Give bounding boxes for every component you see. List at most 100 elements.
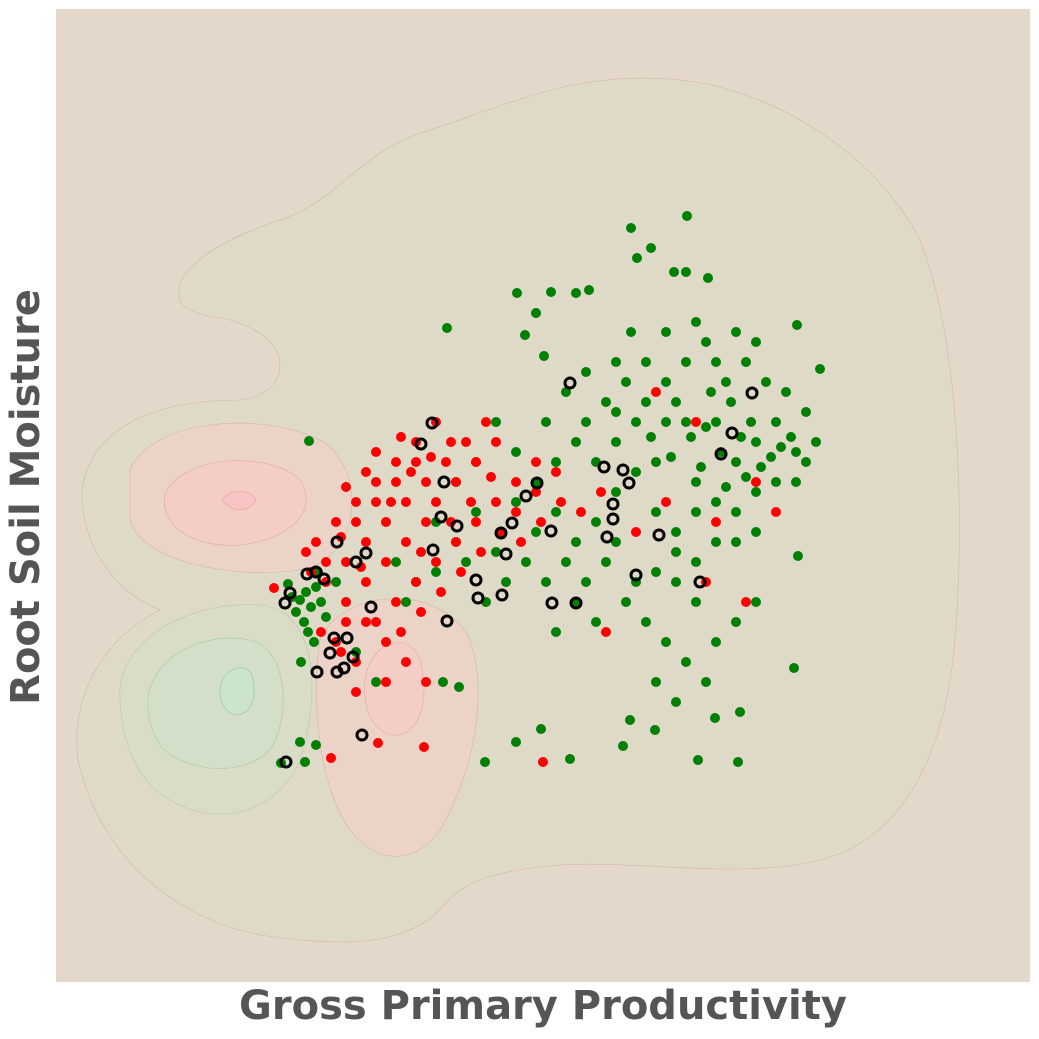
- point: [426, 543, 440, 557]
- point: [576, 507, 586, 517]
- point: [531, 457, 541, 467]
- point: [391, 557, 401, 567]
- point: [641, 357, 651, 367]
- point: [361, 537, 371, 547]
- point: [441, 457, 451, 467]
- point: [414, 437, 428, 451]
- point: [591, 517, 601, 527]
- point: [511, 447, 521, 457]
- point: [601, 557, 611, 567]
- point: [641, 397, 651, 407]
- point: [456, 567, 466, 577]
- point: [571, 437, 581, 447]
- point: [561, 557, 571, 567]
- point: [330, 535, 344, 549]
- point: [326, 753, 336, 763]
- point: [437, 475, 451, 489]
- point: [304, 436, 314, 446]
- point: [561, 387, 571, 397]
- point: [511, 497, 521, 507]
- point: [451, 477, 461, 487]
- y-axis-label: Root Soil Moisture: [3, 289, 49, 705]
- point: [300, 567, 314, 581]
- point: [481, 417, 491, 427]
- point: [371, 497, 381, 507]
- point: [801, 457, 811, 467]
- point: [661, 637, 671, 647]
- point: [426, 452, 436, 462]
- point: [469, 573, 483, 587]
- point: [425, 416, 439, 430]
- point: [631, 467, 641, 477]
- point: [751, 527, 761, 537]
- point: [711, 517, 721, 527]
- point: [745, 386, 759, 400]
- point: [471, 457, 481, 467]
- point: [671, 697, 681, 707]
- point: [731, 327, 741, 337]
- point: [682, 211, 692, 221]
- point: [771, 507, 781, 517]
- point: [331, 577, 341, 587]
- point: [711, 637, 721, 647]
- point: [373, 738, 383, 748]
- point: [625, 715, 635, 725]
- point: [450, 519, 464, 533]
- point: [786, 432, 796, 442]
- point: [301, 587, 311, 597]
- point: [391, 597, 401, 607]
- point: [299, 617, 309, 627]
- point: [401, 497, 411, 507]
- point: [661, 497, 671, 507]
- point: [766, 452, 776, 462]
- point: [311, 537, 321, 547]
- point: [792, 320, 802, 330]
- point: [421, 517, 431, 527]
- point: [505, 516, 519, 530]
- point: [616, 463, 630, 477]
- point: [495, 588, 509, 602]
- point: [551, 467, 561, 477]
- point: [431, 567, 441, 577]
- point: [361, 617, 371, 627]
- point: [671, 397, 681, 407]
- point: [646, 243, 656, 253]
- point: [546, 287, 556, 297]
- point: [693, 755, 703, 765]
- point: [371, 677, 381, 687]
- point: [340, 631, 354, 645]
- point: [726, 397, 736, 407]
- point: [793, 551, 803, 561]
- point: [442, 323, 452, 333]
- point: [581, 577, 591, 587]
- point: [556, 497, 566, 507]
- point: [741, 357, 751, 367]
- point: [693, 575, 707, 589]
- point: [411, 457, 421, 467]
- point: [703, 273, 713, 283]
- point: [359, 546, 373, 560]
- point: [438, 677, 448, 687]
- point: [721, 482, 731, 492]
- point: [751, 337, 761, 347]
- contour-red-3: [221, 490, 257, 511]
- point: [681, 267, 691, 277]
- point: [431, 497, 441, 507]
- point: [381, 517, 391, 527]
- point: [341, 482, 351, 492]
- point: [486, 472, 496, 482]
- point: [751, 477, 761, 487]
- point: [761, 377, 771, 387]
- point: [711, 357, 721, 367]
- point: [431, 517, 441, 527]
- point: [751, 597, 761, 607]
- point: [269, 583, 279, 593]
- point: [652, 528, 666, 542]
- point: [501, 577, 511, 587]
- point: [419, 742, 429, 752]
- point: [691, 557, 701, 567]
- point: [551, 457, 561, 467]
- point: [391, 457, 401, 467]
- point: [631, 417, 641, 427]
- point: [771, 477, 781, 487]
